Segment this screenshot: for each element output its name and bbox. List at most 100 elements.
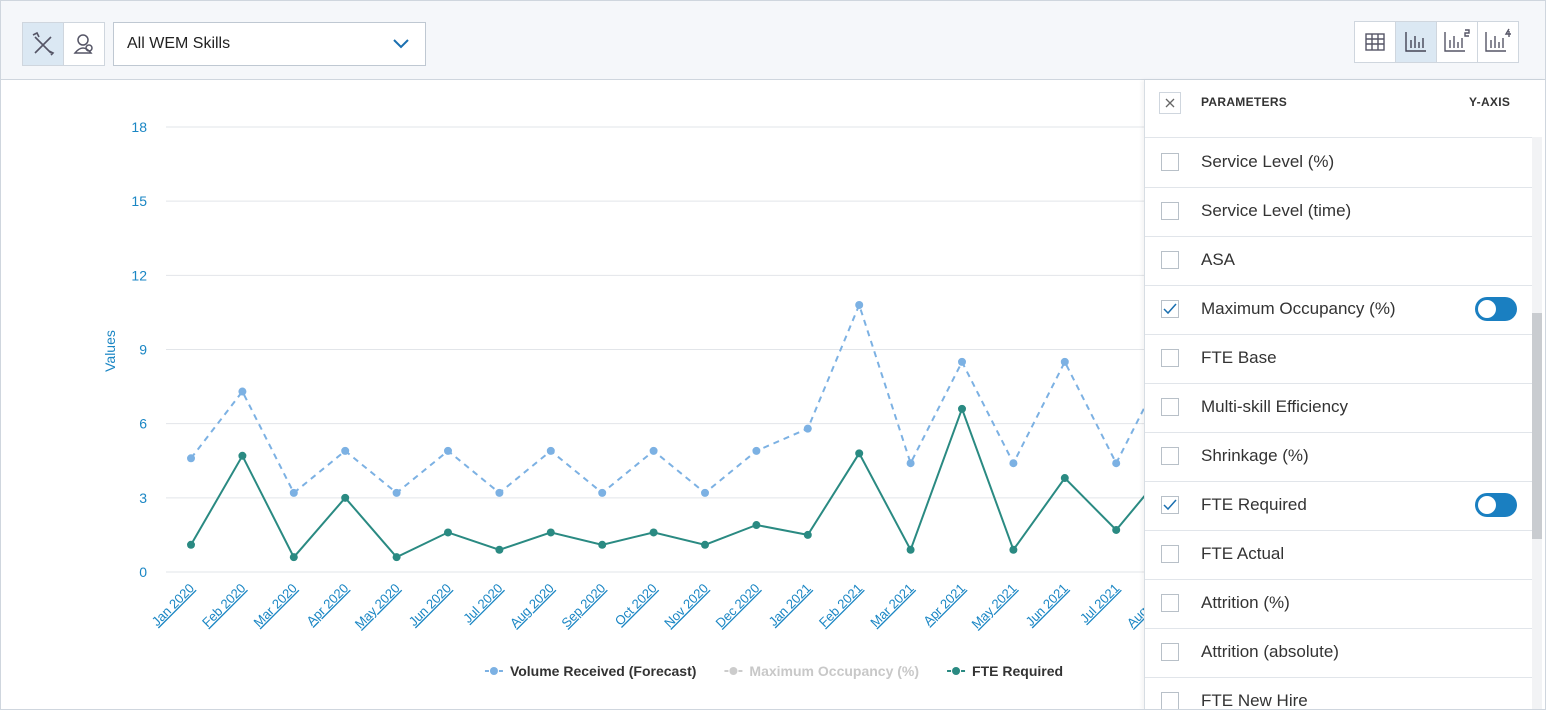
data-point xyxy=(495,488,504,497)
chart2-icon xyxy=(1444,29,1470,52)
parameter-label: ASA xyxy=(1201,250,1236,269)
parameter-label: Service Level (time) xyxy=(1201,201,1352,220)
legend-item[interactable]: Volume Received (Forecast) xyxy=(484,663,696,679)
checkbox[interactable] xyxy=(1161,153,1179,171)
data-point xyxy=(958,404,966,413)
data-point xyxy=(187,454,195,463)
data-point xyxy=(906,545,915,554)
parameter-row: Attrition (%) xyxy=(1145,579,1532,629)
agents-button[interactable] xyxy=(63,22,105,66)
data-point xyxy=(495,545,504,554)
parameter-row: FTE Required xyxy=(1145,481,1532,531)
checkbox[interactable] xyxy=(1161,300,1179,318)
y-axis-toggle[interactable] xyxy=(1475,493,1517,517)
checkbox[interactable] xyxy=(1161,447,1179,465)
agents-icon xyxy=(73,34,93,54)
y-axis-title: Values xyxy=(102,330,118,372)
skill-dropdown[interactable]: All WEM Skills xyxy=(113,22,426,66)
legend-label: FTE Required xyxy=(972,663,1063,679)
checkbox[interactable] xyxy=(1161,349,1179,367)
y-tick-label: 3 xyxy=(139,490,147,506)
parameter-label: Attrition (absolute) xyxy=(1201,642,1339,661)
legend-label: Maximum Occupancy (%) xyxy=(749,663,919,679)
parameter-row: Shrinkage (%) xyxy=(1145,432,1532,482)
x-tick-label: Apr 2020 xyxy=(303,581,351,629)
data-point xyxy=(392,553,401,562)
parameter-label: FTE Actual xyxy=(1201,544,1285,563)
data-point xyxy=(906,459,915,468)
x-tick-label: Mar 2020 xyxy=(250,581,299,630)
data-point xyxy=(701,540,709,549)
y-tick-label: 15 xyxy=(131,193,147,209)
parameter-label: Service Level (%) xyxy=(1201,152,1335,171)
parameter-row: Service Level (time) xyxy=(1145,187,1532,237)
data-point xyxy=(855,301,864,309)
x-tick-label: Jun 2020 xyxy=(406,581,454,629)
x-tick-label: Aug 2020 xyxy=(507,581,557,631)
checkbox[interactable] xyxy=(1161,594,1179,612)
x-tick-label: Apr 2021 xyxy=(920,581,968,629)
checkbox[interactable] xyxy=(1161,202,1179,220)
checkbox[interactable] xyxy=(1161,398,1179,416)
chart2-view-button[interactable] xyxy=(1436,21,1478,63)
parameter-label: Maximum Occupancy (%) xyxy=(1201,299,1396,318)
table-view-button[interactable] xyxy=(1354,21,1396,63)
chart-view-button[interactable] xyxy=(1395,21,1437,63)
y-tick-label: 12 xyxy=(131,267,147,283)
x-tick-label: May 2020 xyxy=(352,581,403,632)
data-point xyxy=(341,493,350,502)
data-point xyxy=(289,488,298,497)
checkbox[interactable] xyxy=(1161,251,1179,269)
legend-item[interactable]: FTE Required xyxy=(947,663,1063,679)
legend-item[interactable]: Maximum Occupancy (%) xyxy=(724,663,919,679)
legend-marker xyxy=(729,667,738,675)
x-tick-label: May 2021 xyxy=(969,581,1020,632)
legend-label: Volume Received (Forecast) xyxy=(510,663,696,679)
tools-icon xyxy=(32,31,55,56)
series-line xyxy=(190,302,1169,495)
series-line xyxy=(190,405,1169,559)
checkbox[interactable] xyxy=(1161,496,1179,514)
data-point xyxy=(546,446,555,455)
data-point xyxy=(444,528,452,537)
data-point xyxy=(1060,474,1069,483)
chevron xyxy=(393,39,409,49)
parameters-panel: PARAMETERS Y-AXIS Service Level (%) Servi… xyxy=(1144,80,1545,710)
y-axis-toggle[interactable] xyxy=(1475,297,1517,321)
data-point xyxy=(444,446,452,455)
data-point xyxy=(598,488,607,497)
toolbar: All WEM Skills xyxy=(1,1,1545,80)
tools-button[interactable] xyxy=(22,22,64,66)
chart4-view-button[interactable] xyxy=(1477,21,1519,63)
data-point xyxy=(392,488,401,497)
data-point xyxy=(1112,459,1121,468)
y-tick-label: 6 xyxy=(139,416,147,432)
data-point xyxy=(238,451,247,460)
chart-icon xyxy=(1405,32,1426,52)
data-point xyxy=(855,449,864,458)
parameter-label: FTE New Hire xyxy=(1201,691,1308,710)
checkbox[interactable] xyxy=(1161,692,1179,709)
x-tick-label: Jul 2020 xyxy=(460,581,505,626)
parameters-header: PARAMETERS xyxy=(1201,95,1288,109)
parameter-label: Multi-skill Efficiency xyxy=(1201,397,1349,416)
checkbox[interactable] xyxy=(1161,545,1179,563)
dropdown-text: All WEM Skills xyxy=(127,35,231,52)
close-button[interactable] xyxy=(1159,92,1181,114)
data-point xyxy=(1060,357,1069,366)
parameter-row: FTE New Hire xyxy=(1145,677,1532,710)
parameter-row: ASA xyxy=(1145,236,1532,286)
data-point xyxy=(701,488,709,497)
x-tick-label: Oct 2020 xyxy=(612,581,660,629)
scrollbar-thumb[interactable] xyxy=(1532,313,1542,539)
x-tick-label: Jan 2021 xyxy=(765,581,813,629)
parameter-row: Maximum Occupancy (%) xyxy=(1145,285,1532,335)
x-tick-label: Sep 2020 xyxy=(558,581,608,631)
data-point xyxy=(649,446,658,455)
checkbox[interactable] xyxy=(1161,643,1179,661)
y-tick-label: 9 xyxy=(139,342,147,358)
y-tick-label: 0 xyxy=(139,564,147,580)
parameter-row: Attrition (absolute) xyxy=(1145,628,1532,678)
data-point xyxy=(958,357,966,366)
